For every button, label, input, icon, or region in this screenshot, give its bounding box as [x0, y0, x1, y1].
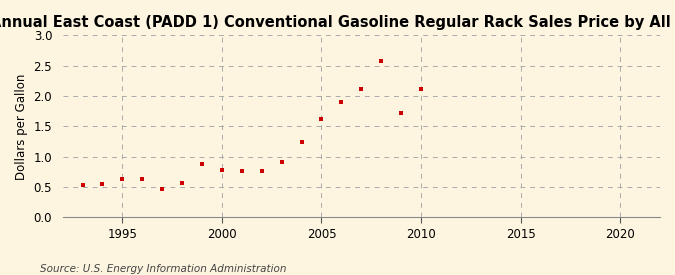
- Point: [77, 182, 88, 187]
- Text: Source: U.S. Energy Information Administration: Source: U.S. Energy Information Administ…: [40, 264, 287, 274]
- Y-axis label: Dollars per Gallon: Dollars per Gallon: [15, 73, 28, 180]
- Point: [97, 182, 108, 186]
- Point: [356, 87, 367, 91]
- Point: [336, 100, 347, 104]
- Point: [117, 177, 128, 181]
- Title: Annual East Coast (PADD 1) Conventional Gasoline Regular Rack Sales Price by All: Annual East Coast (PADD 1) Conventional …: [0, 15, 675, 30]
- Point: [256, 169, 267, 174]
- Point: [396, 111, 406, 115]
- Point: [276, 159, 287, 164]
- Point: [157, 187, 167, 191]
- Point: [236, 169, 247, 174]
- Point: [196, 162, 207, 166]
- Point: [137, 177, 148, 181]
- Point: [217, 168, 227, 172]
- Point: [316, 117, 327, 121]
- Point: [376, 59, 387, 64]
- Point: [177, 181, 188, 185]
- Point: [416, 87, 427, 92]
- Point: [296, 140, 307, 144]
